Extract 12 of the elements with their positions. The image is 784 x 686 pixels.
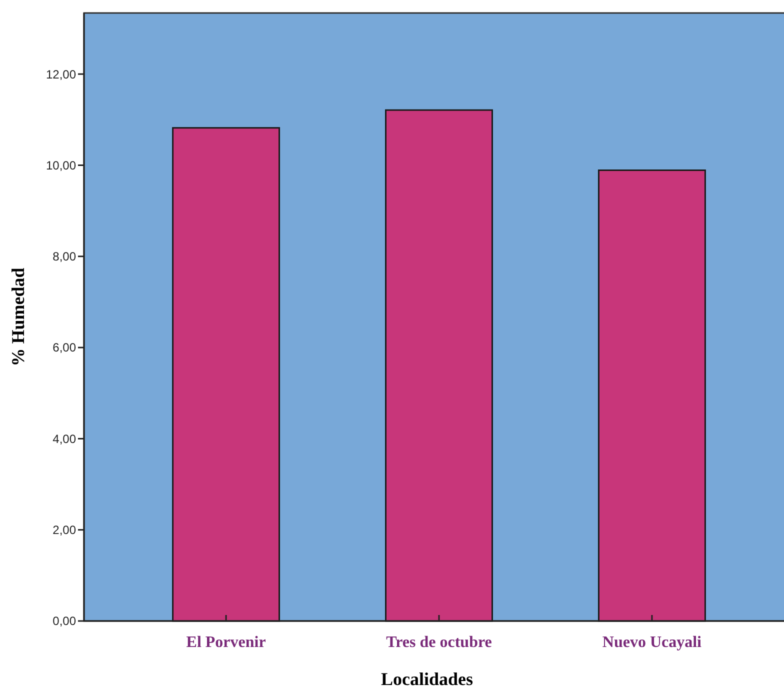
- y-axis-title: % Humedad: [8, 268, 28, 366]
- y-tick-label: 12,00: [46, 67, 76, 82]
- y-tick-label: 4,00: [52, 432, 76, 446]
- x-axis-title: Localidades: [380, 669, 474, 686]
- y-tick-label: 8,00: [52, 250, 76, 264]
- y-tick-label: 2,00: [52, 523, 76, 538]
- x-tick-label: Nuevo Ucayali: [602, 634, 702, 651]
- x-tick-label: Tres de octubre: [386, 634, 492, 651]
- y-tick-label: 6,00: [52, 340, 76, 355]
- y-tick-label: 0,00: [52, 614, 76, 628]
- y-tick-label: 10,00: [46, 158, 76, 172]
- x-tick-label: El Porvenir: [186, 634, 266, 651]
